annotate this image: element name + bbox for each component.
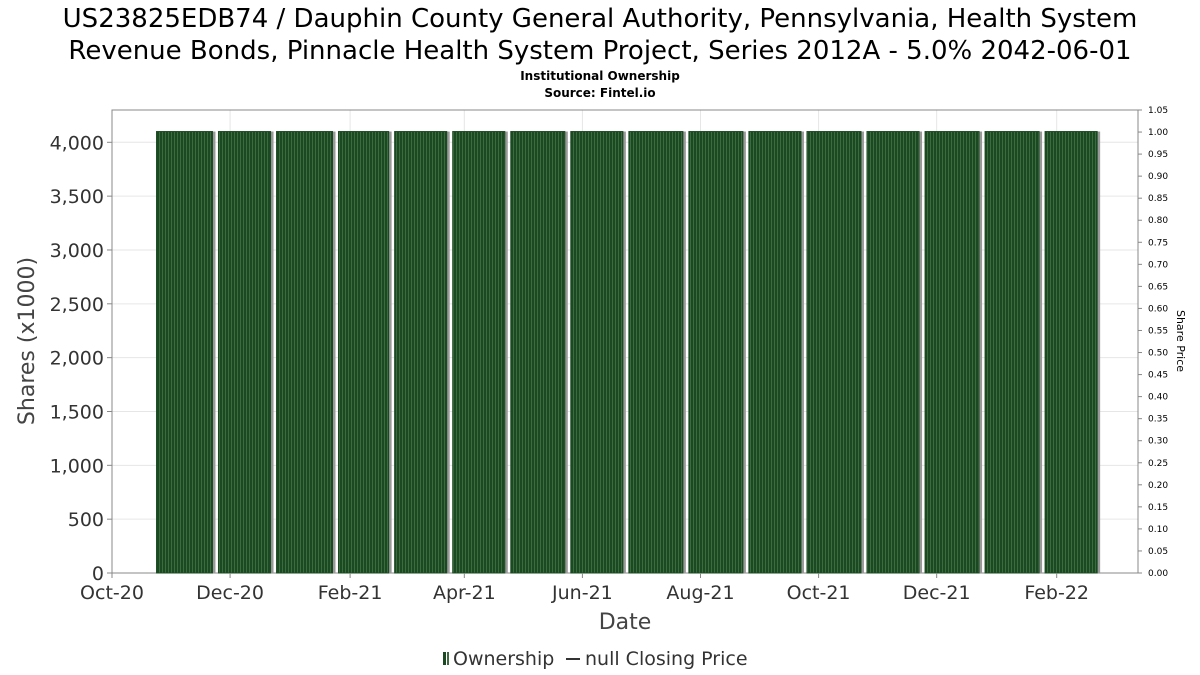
bar [984, 131, 1040, 574]
x-tick-label: Dec-20 [196, 582, 264, 604]
bars [156, 131, 1101, 574]
bar [924, 131, 980, 574]
y-right-axis-label: Share Price [1174, 310, 1187, 372]
y-tick-label: 2,500 [50, 294, 104, 316]
legend: Ownership null Closing Price [443, 648, 748, 670]
y-tick-label: 4,000 [50, 132, 104, 154]
bar [688, 131, 744, 574]
y-tick-label: 3,000 [50, 240, 104, 262]
bar [452, 131, 506, 574]
y-right-tick-label: 0.20 [1148, 481, 1168, 491]
bar [217, 131, 272, 574]
y-tick-label: 2,000 [50, 348, 104, 370]
legend-price-label: null Closing Price [585, 648, 748, 670]
y-right-tick-label: 0.35 [1148, 415, 1168, 425]
y-right-tick-label: 0.00 [1148, 569, 1168, 579]
y-axis-label: Shares (x1000) [15, 257, 40, 425]
y-right-axis-ticks: 0.00 0.05 0.10 0.15 0.20 0.25 0.30 0.35 0.40 0.45… [1138, 106, 1168, 579]
bar [748, 131, 802, 574]
y-right-tick-label: 0.05 [1148, 547, 1168, 557]
bar [156, 131, 213, 574]
y-tick-label: 1,500 [50, 401, 104, 423]
x-tick-label: Dec-21 [903, 582, 971, 604]
y-right-tick-label: 0.90 [1148, 172, 1168, 182]
legend-ownership-label: Ownership [453, 648, 554, 670]
x-tick-label: Jun-21 [551, 582, 613, 604]
y-right-tick-label: 0.80 [1148, 216, 1168, 226]
y-tick-label: 3,500 [50, 186, 104, 208]
y-right-tick-label: 0.30 [1148, 437, 1168, 447]
bar [806, 131, 862, 574]
y-axis-ticks: 0 500 1,000 1,500 2,000 2,500 3,000 3,500 4,000 [50, 132, 112, 585]
y-right-tick-label: 0.25 [1148, 459, 1168, 469]
y-right-tick-label: 0.50 [1148, 349, 1168, 359]
bar [570, 131, 624, 574]
y-right-tick-label: 0.60 [1148, 304, 1168, 314]
x-tick-label: Apr-21 [433, 582, 496, 604]
y-right-tick-label: 0.95 [1148, 150, 1168, 160]
x-tick-label: Feb-21 [318, 582, 383, 604]
y-right-tick-label: 0.55 [1148, 326, 1168, 336]
bar [276, 131, 333, 574]
y-right-tick-label: 1.00 [1148, 128, 1168, 138]
bar [628, 131, 684, 574]
chart-subtitle: Institutional Ownership [520, 69, 680, 83]
bar [1044, 131, 1098, 574]
bar [866, 131, 920, 574]
y-right-tick-label: 0.40 [1148, 393, 1168, 403]
chart-source: Source: Fintel.io [544, 86, 655, 100]
y-right-tick-label: 0.10 [1148, 525, 1168, 535]
chart-title-line1: US23825EDB74 / Dauphin County General Au… [63, 4, 1138, 34]
x-tick-label: Aug-21 [666, 582, 734, 604]
x-axis-ticks: Oct-20 Dec-20 Feb-21 Apr-21 Jun-21 Aug-21 Oct-… [80, 573, 1089, 604]
y-tick-label: 1,000 [50, 455, 104, 477]
y-right-tick-label: 0.45 [1148, 371, 1168, 381]
y-right-tick-label: 0.75 [1148, 238, 1168, 248]
x-tick-label: Oct-21 [787, 582, 851, 604]
y-tick-label: 500 [68, 509, 104, 531]
bar [337, 131, 390, 574]
y-tick-label: 0 [92, 563, 104, 585]
y-right-tick-label: 0.85 [1148, 194, 1168, 204]
y-right-tick-label: 1.05 [1148, 106, 1168, 116]
bar [394, 131, 448, 574]
x-axis-label: Date [599, 610, 652, 635]
y-right-tick-label: 0.65 [1148, 282, 1168, 292]
bar [510, 131, 566, 574]
legend-ownership-swatch-stripe [447, 652, 449, 665]
y-right-tick-label: 0.15 [1148, 503, 1168, 513]
x-tick-label: Feb-22 [1024, 582, 1089, 604]
legend-ownership-swatch [443, 652, 446, 665]
x-tick-label: Oct-20 [80, 582, 144, 604]
y-right-tick-label: 0.70 [1148, 260, 1168, 270]
chart-title-line2: Revenue Bonds, Pinnacle Health System Pr… [68, 36, 1131, 66]
